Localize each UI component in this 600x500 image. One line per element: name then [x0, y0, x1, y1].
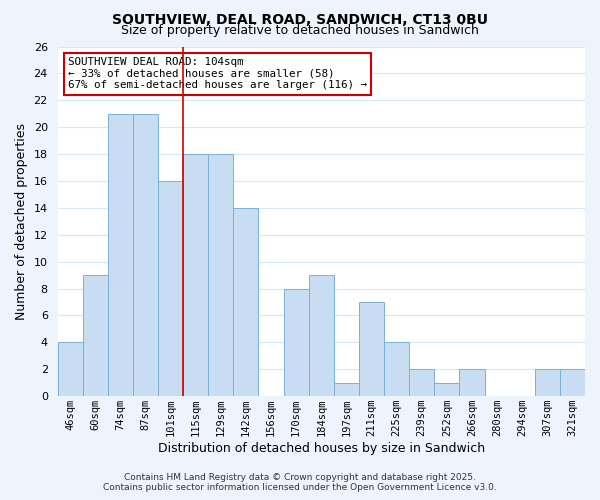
Bar: [359, 302, 384, 396]
Bar: [133, 114, 158, 396]
Bar: [384, 342, 409, 396]
Bar: [409, 370, 434, 396]
Bar: [158, 181, 183, 396]
Bar: [58, 342, 83, 396]
Bar: [309, 275, 334, 396]
Bar: [108, 114, 133, 396]
Bar: [560, 370, 585, 396]
Bar: [334, 382, 359, 396]
Text: SOUTHVIEW DEAL ROAD: 104sqm
← 33% of detached houses are smaller (58)
67% of sem: SOUTHVIEW DEAL ROAD: 104sqm ← 33% of det…: [68, 57, 367, 90]
Bar: [535, 370, 560, 396]
Bar: [183, 154, 208, 396]
Y-axis label: Number of detached properties: Number of detached properties: [15, 123, 28, 320]
Text: SOUTHVIEW, DEAL ROAD, SANDWICH, CT13 0BU: SOUTHVIEW, DEAL ROAD, SANDWICH, CT13 0BU: [112, 12, 488, 26]
Bar: [208, 154, 233, 396]
Text: Size of property relative to detached houses in Sandwich: Size of property relative to detached ho…: [121, 24, 479, 37]
Text: Contains HM Land Registry data © Crown copyright and database right 2025.
Contai: Contains HM Land Registry data © Crown c…: [103, 473, 497, 492]
X-axis label: Distribution of detached houses by size in Sandwich: Distribution of detached houses by size …: [158, 442, 485, 455]
Bar: [434, 382, 460, 396]
Bar: [284, 288, 309, 396]
Bar: [83, 275, 108, 396]
Bar: [233, 208, 259, 396]
Bar: [460, 370, 485, 396]
